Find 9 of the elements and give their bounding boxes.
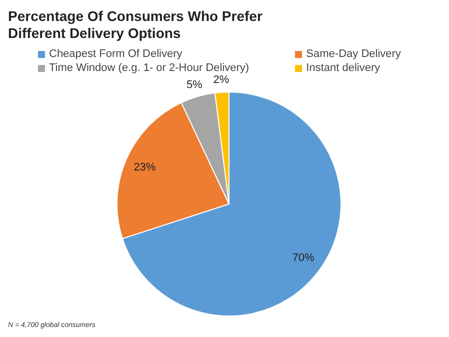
- data-label: 23%: [134, 162, 156, 174]
- legend-label: Time Window (e.g. 1- or 2-Hour Delivery): [49, 62, 250, 74]
- legend-label: Same-Day Delivery: [306, 48, 401, 60]
- data-label: 2%: [213, 74, 230, 86]
- data-label: 70%: [292, 252, 315, 264]
- data-label: 5%: [186, 78, 203, 91]
- chart-title: Percentage Of Consumers Who Prefer Different Delivery Options: [8, 8, 264, 42]
- legend-label: Cheapest Form Of Delivery: [49, 48, 182, 60]
- legend-label: Instant delivery: [306, 62, 380, 74]
